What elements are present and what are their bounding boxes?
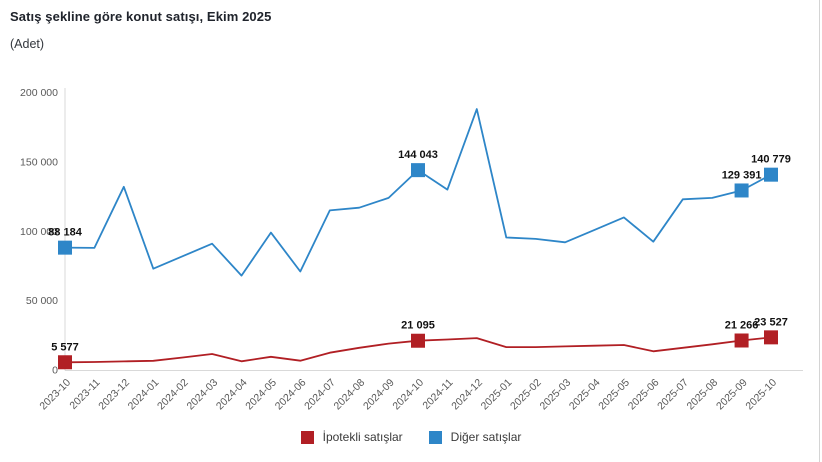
- x-axis-tick-label: 2024-08: [332, 377, 368, 413]
- legend-label-diger: Diğer satışlar: [450, 430, 522, 444]
- x-axis-tick-label: 2024-02: [155, 377, 191, 413]
- x-axis-tick-label: 2024-09: [361, 377, 397, 413]
- data-point-label: 140 779: [751, 154, 791, 166]
- data-point-label: 23 527: [754, 316, 788, 328]
- x-axis-tick-label: 2025-08: [685, 377, 721, 413]
- x-axis-tick-label: 2025-04: [567, 377, 603, 413]
- legend-label-ipotekli: İpotekli satışlar: [322, 430, 403, 444]
- legend-item-diger: Diğer satışlar: [428, 430, 522, 444]
- x-axis-tick-label: 2023-12: [96, 377, 132, 413]
- data-point-marker: [764, 330, 778, 345]
- data-point-marker: [411, 163, 425, 178]
- data-point-label: 5 577: [51, 341, 79, 353]
- legend-swatch-ipotekli: [300, 430, 314, 444]
- x-axis-tick-label: 2025-07: [655, 377, 691, 413]
- data-point-marker: [58, 240, 72, 255]
- x-axis-tick-label: 2023-10: [37, 377, 73, 413]
- y-axis-tick-label: 0: [52, 365, 58, 377]
- x-axis-tick-label: 2024-10: [390, 377, 426, 413]
- y-axis-tick-label: 200 000: [20, 87, 58, 99]
- x-axis-tick-label: 2025-01: [479, 377, 515, 413]
- x-axis-tick-label: 2025-10: [743, 377, 779, 413]
- x-axis-tick-label: 2024-06: [273, 377, 309, 413]
- chart-subtitle: (Adet): [10, 37, 45, 51]
- data-point-marker: [58, 355, 72, 370]
- data-point-label: 129 391: [722, 169, 762, 181]
- x-axis-tick-label: 2024-12: [449, 377, 485, 413]
- x-axis-tick-label: 2024-11: [420, 377, 455, 412]
- x-axis-tick-label: 2025-03: [537, 377, 573, 413]
- x-axis-tick-label: 2024-04: [214, 377, 250, 413]
- y-axis-tick-label: 150 000: [20, 156, 58, 168]
- data-point-marker: [734, 333, 749, 348]
- y-axis-tick-label: 50 000: [26, 295, 58, 307]
- x-axis-tick-label: 2025-09: [714, 377, 750, 413]
- x-axis-tick-label: 2024-05: [243, 377, 279, 413]
- data-point-label: 88 184: [48, 227, 83, 239]
- chart-title: Satış şekline göre konut satışı, Ekim 20…: [10, 9, 272, 24]
- x-axis-tick-label: 2024-07: [302, 377, 338, 413]
- data-point-label: 144 043: [398, 149, 438, 161]
- x-axis-tick-label: 2025-05: [596, 377, 632, 413]
- page-right-border: [819, 0, 820, 462]
- data-point-label: 21 266: [725, 319, 759, 331]
- x-axis-tick-label: 2025-06: [626, 377, 662, 413]
- series-line: [64, 108, 772, 277]
- x-axis-tick-label: 2024-03: [184, 377, 220, 413]
- data-point-marker: [764, 167, 778, 182]
- data-point-marker: [734, 183, 749, 198]
- legend-swatch-diger: [428, 430, 442, 444]
- y-axis-tick-label: 100 000: [20, 226, 58, 238]
- x-axis-tick-label: 2024-01: [126, 377, 162, 413]
- x-axis-tick-label: 2023-11: [67, 377, 102, 412]
- x-axis-tick-label: 2025-02: [508, 377, 544, 413]
- legend-item-ipotekli: İpotekli satışlar: [300, 430, 403, 444]
- data-point-marker: [411, 333, 425, 348]
- chart-legend: İpotekli satışlar Diğer satışlar: [0, 430, 822, 444]
- data-point-label: 21 095: [401, 320, 435, 332]
